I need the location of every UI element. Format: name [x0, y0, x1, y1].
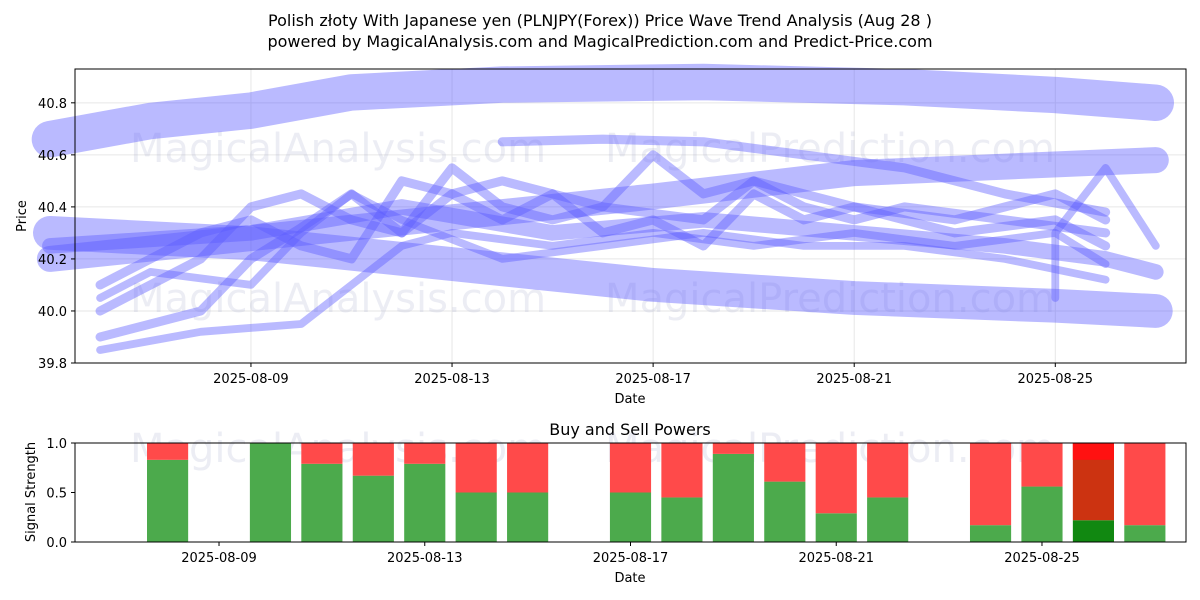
signal-title: Buy and Sell Powers	[549, 420, 711, 439]
signal-x-tick-label: 2025-08-21	[798, 551, 874, 566]
signal-x-ticks: 2025-08-09 2025-08-13 2025-08-17 2025-08-21…	[181, 542, 1080, 566]
price-y-tick-label: 40.8	[38, 97, 67, 112]
signal-x-tick-label: 2025-08-09	[181, 551, 257, 566]
wave-series-line	[42, 199, 1164, 280]
watermark-text: MagicalAnalysis.com	[130, 276, 546, 322]
buy-power-bar	[712, 453, 754, 542]
sell-power-bar	[609, 443, 652, 493]
sell-power-bar	[712, 443, 754, 454]
wave-series-line	[95, 176, 1111, 290]
buy-power-bar	[815, 513, 857, 542]
sell-power-bar	[1072, 443, 1114, 460]
price-x-tick-label: 2025-08-17	[615, 372, 691, 387]
chart-title: Polish złoty With Japanese yen (PLNJPY(F…	[268, 11, 932, 30]
signal-x-tick-label: 2025-08-13	[387, 551, 463, 566]
sell-power-bar	[815, 443, 857, 514]
sell-power-bar	[867, 443, 909, 498]
wave-series-line	[96, 229, 1110, 354]
signal-x-tick-label: 2025-08-17	[593, 551, 669, 566]
signal-y-tick-label: 0.0	[46, 536, 67, 551]
watermark-text: MagicalAnalysis.com	[130, 126, 546, 172]
signal-x-axis-label: Date	[614, 571, 645, 586]
sell-power-bar	[1021, 443, 1063, 487]
price-x-ticks: 2025-08-09 2025-08-13 2025-08-17 2025-08-21…	[213, 363, 1093, 387]
wave-series-line	[95, 150, 1111, 342]
price-wave-series	[31, 63, 1174, 354]
buy-power-bar	[249, 443, 292, 542]
buy-power-bar	[661, 497, 703, 542]
sell-power-bar	[764, 443, 806, 482]
price-x-tick-label: 2025-08-09	[213, 372, 289, 387]
buy-power-bar	[609, 492, 652, 542]
price-y-tick-label: 39.8	[38, 357, 67, 372]
buy-power-bar	[507, 492, 549, 542]
buy-power-bar	[867, 497, 909, 542]
sell-power-bar	[661, 443, 703, 498]
sell-power-bar	[404, 443, 446, 464]
buy-power-bar	[1072, 520, 1114, 542]
price-x-axis-label: Date	[614, 392, 645, 407]
buy-power-bar	[1021, 486, 1063, 542]
signal-y-tick-label: 0.5	[46, 487, 67, 502]
sell-power-bar	[455, 443, 497, 493]
price-x-tick-label: 2025-08-25	[1018, 372, 1094, 387]
sell-power-bar	[1124, 443, 1166, 526]
wave-series-line	[31, 63, 1174, 158]
buy-power-bar	[1124, 525, 1166, 542]
wave-series-line	[497, 134, 1111, 217]
price-wave-panel: MagicalAnalysis.com MagicalPrediction.com…	[15, 63, 1187, 407]
price-y-tick-label: 40.6	[38, 149, 67, 164]
watermark-text: MagicalPrediction.com	[605, 276, 1055, 322]
buy-power-bar	[969, 525, 1012, 542]
wave-series-line	[33, 216, 1173, 328]
signal-y-ticks: 0.0 0.5 1.0	[46, 437, 75, 551]
wave-series-line	[36, 147, 1169, 272]
price-y-tick-label: 40.0	[38, 305, 67, 320]
chart-subtitle: powered by MagicalAnalysis.com and Magic…	[267, 32, 932, 51]
wave-series-line	[96, 190, 1110, 302]
sell-power-bar	[301, 443, 343, 464]
buy-power-bar	[764, 481, 806, 542]
wave-series-line	[1051, 164, 1160, 302]
signal-panel: Buy and Sell Powers MagicalAnalysis.comM…	[24, 420, 1187, 586]
buy-power-bar	[301, 463, 343, 542]
sell-power-bar	[507, 443, 549, 493]
price-y-ticks: 39.8 40.0 40.2 40.4 40.6 40.8	[38, 97, 75, 372]
sell-power-bar	[969, 443, 1012, 526]
watermark-text: MagicalPrediction.com	[605, 126, 1055, 172]
buy-power-bar	[455, 492, 497, 542]
signal-bars	[147, 443, 1166, 542]
signal-y-axis-label: Signal Strength	[24, 442, 39, 542]
price-y-axis-label: Price	[15, 200, 30, 232]
buy-power-bar	[404, 463, 446, 542]
signal-y-tick-label: 1.0	[46, 437, 67, 452]
buy-power-bar	[147, 459, 189, 542]
buy-power-bar	[352, 475, 394, 542]
price-x-tick-label: 2025-08-13	[414, 372, 490, 387]
price-y-tick-label: 40.2	[38, 253, 67, 268]
sell-power-bar	[352, 443, 394, 476]
signal-x-tick-label: 2025-08-25	[1004, 551, 1080, 566]
wave-series-line	[95, 176, 1111, 316]
sell-power-bar	[147, 443, 189, 460]
price-plot-frame	[74, 68, 1187, 364]
price-x-tick-label: 2025-08-21	[816, 372, 892, 387]
price-watermarks: MagicalAnalysis.com MagicalPrediction.com…	[130, 126, 1055, 322]
price-y-tick-label: 40.4	[38, 201, 67, 216]
